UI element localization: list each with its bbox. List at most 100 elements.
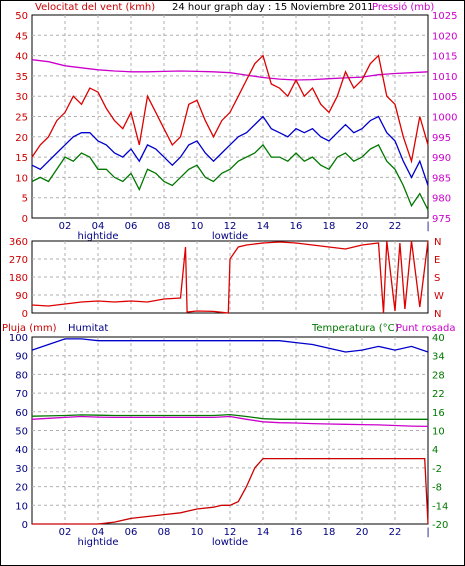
y-tick-label: 35 bbox=[15, 72, 28, 83]
y2-tick-label: 40 bbox=[432, 333, 445, 344]
x-tick-label: 10 bbox=[191, 221, 204, 232]
x-tick-label: 16 bbox=[290, 527, 303, 538]
y2-tick-label: 10 bbox=[432, 427, 445, 438]
y-tick-label: 50 bbox=[15, 11, 28, 22]
y-tick-label: 180 bbox=[9, 273, 28, 284]
y2-tick-label: -2 bbox=[432, 464, 442, 475]
y-tick-label: 70 bbox=[15, 389, 28, 400]
x-tick-label: 18 bbox=[323, 221, 336, 232]
y-tick-label: 5 bbox=[22, 194, 28, 205]
y-tick-label: 20 bbox=[15, 133, 28, 144]
dewpoint-series-line bbox=[31, 415, 429, 428]
x-tick-label: 14 bbox=[257, 221, 270, 232]
y2-tick-label: 4 bbox=[432, 445, 438, 456]
wind-gust-series-line bbox=[31, 54, 429, 164]
y-tick-label: 0 bbox=[22, 520, 28, 531]
compass-label: E bbox=[434, 255, 440, 266]
compass-label: S bbox=[434, 273, 440, 284]
rain-axis-label: Pluja (mm) bbox=[2, 323, 57, 334]
y-tick-label: 10 bbox=[15, 501, 28, 512]
x-tick-label: 12 bbox=[224, 527, 237, 538]
x-tick-label: 12 bbox=[224, 221, 237, 232]
x-tick-label: 06 bbox=[125, 527, 138, 538]
x-tick-label: 04 bbox=[92, 527, 105, 538]
x-tick-label: | bbox=[426, 221, 429, 232]
y-tick-label: 40 bbox=[15, 445, 28, 456]
y-tick-label: 90 bbox=[15, 352, 28, 363]
y-tick-label: 30 bbox=[15, 464, 28, 475]
y2-tick-label: 995 bbox=[432, 133, 451, 144]
humidity-series-line bbox=[31, 338, 429, 353]
y2-tick-label: 985 bbox=[432, 173, 451, 184]
y-tick-label: 100 bbox=[9, 333, 28, 344]
x-tick-label: 02 bbox=[59, 221, 72, 232]
y2-tick-label: 28 bbox=[432, 370, 445, 381]
y2-tick-label: 1025 bbox=[432, 11, 457, 22]
y2-tick-label: 22 bbox=[432, 389, 445, 400]
x-tick-label: 08 bbox=[158, 527, 171, 538]
y2-tick-label: 1010 bbox=[432, 72, 457, 83]
y-tick-label: 40 bbox=[15, 52, 28, 63]
y-tick-label: 45 bbox=[15, 31, 28, 42]
y-tick-label: 30 bbox=[15, 92, 28, 103]
y2-tick-label: 16 bbox=[432, 408, 445, 419]
temperature-series-line bbox=[31, 413, 428, 420]
y-tick-label: 50 bbox=[15, 427, 28, 438]
y2-tick-label: 975 bbox=[432, 214, 451, 225]
y-tick-label: 0 bbox=[22, 214, 28, 225]
y-tick-label: 90 bbox=[15, 291, 28, 302]
compass-label: N bbox=[434, 237, 441, 248]
y2-tick-label: 1015 bbox=[432, 52, 457, 63]
hightide-label: hightide bbox=[77, 537, 118, 548]
y-tick-label: 80 bbox=[15, 370, 28, 381]
y-tick-label: 15 bbox=[15, 153, 28, 164]
x-tick-label: 18 bbox=[323, 527, 336, 538]
x-tick-label: 06 bbox=[125, 221, 138, 232]
y2-tick-label: 1005 bbox=[432, 92, 457, 103]
lowtide-label: lowtide bbox=[212, 537, 248, 548]
lowtide-label: lowtide bbox=[212, 231, 248, 242]
x-tick-label: 22 bbox=[389, 527, 402, 538]
x-tick-label: | bbox=[426, 527, 429, 538]
wind-min-series-line bbox=[31, 143, 429, 211]
x-tick-label: 16 bbox=[290, 221, 303, 232]
y2-tick-label: 1020 bbox=[432, 31, 457, 42]
pressure-axis-label: Pressió (mb) bbox=[372, 1, 434, 13]
temperature-axis-label: Temperatura (°C) bbox=[311, 323, 399, 334]
y-tick-label: 10 bbox=[15, 173, 28, 184]
compass-label: N bbox=[434, 309, 441, 320]
chart-title: 24 hour graph day : 15 Noviembre 2011 bbox=[172, 2, 374, 13]
y2-tick-label: -8 bbox=[432, 483, 442, 494]
x-tick-label: 10 bbox=[191, 527, 204, 538]
y2-tick-label: -20 bbox=[432, 520, 448, 531]
wind-axis-label: Velocitat del vent (kmh) bbox=[35, 2, 155, 13]
y2-tick-label: 34 bbox=[432, 352, 445, 363]
humidity-axis-label: Humitat bbox=[68, 323, 108, 334]
y2-tick-label: 980 bbox=[432, 194, 451, 205]
wind-direction-series-line bbox=[31, 240, 429, 314]
x-tick-label: 02 bbox=[59, 527, 72, 538]
y-tick-label: 360 bbox=[9, 237, 28, 248]
y2-tick-label: 990 bbox=[432, 153, 451, 164]
compass-label: W bbox=[434, 291, 444, 302]
pressure-series-line bbox=[31, 59, 429, 81]
y-tick-label: 20 bbox=[15, 483, 28, 494]
y-tick-label: 0 bbox=[22, 309, 28, 320]
y-tick-label: 60 bbox=[15, 408, 28, 419]
x-tick-label: 20 bbox=[356, 527, 369, 538]
x-tick-label: 08 bbox=[158, 221, 171, 232]
hightide-label: hightide bbox=[77, 231, 118, 242]
x-tick-label: 14 bbox=[257, 527, 270, 538]
y-tick-label: 25 bbox=[15, 113, 28, 124]
rain-series-line bbox=[32, 457, 429, 525]
x-tick-label: 22 bbox=[389, 221, 402, 232]
wind-avg-series-line bbox=[31, 115, 429, 186]
y2-tick-label: -14 bbox=[432, 501, 448, 512]
x-tick-label: 04 bbox=[92, 221, 105, 232]
x-tick-label: 20 bbox=[356, 221, 369, 232]
dewpoint-axis-label: Punt rosada bbox=[396, 323, 455, 334]
y2-tick-label: 1000 bbox=[432, 113, 457, 124]
y-tick-label: 270 bbox=[9, 255, 28, 266]
